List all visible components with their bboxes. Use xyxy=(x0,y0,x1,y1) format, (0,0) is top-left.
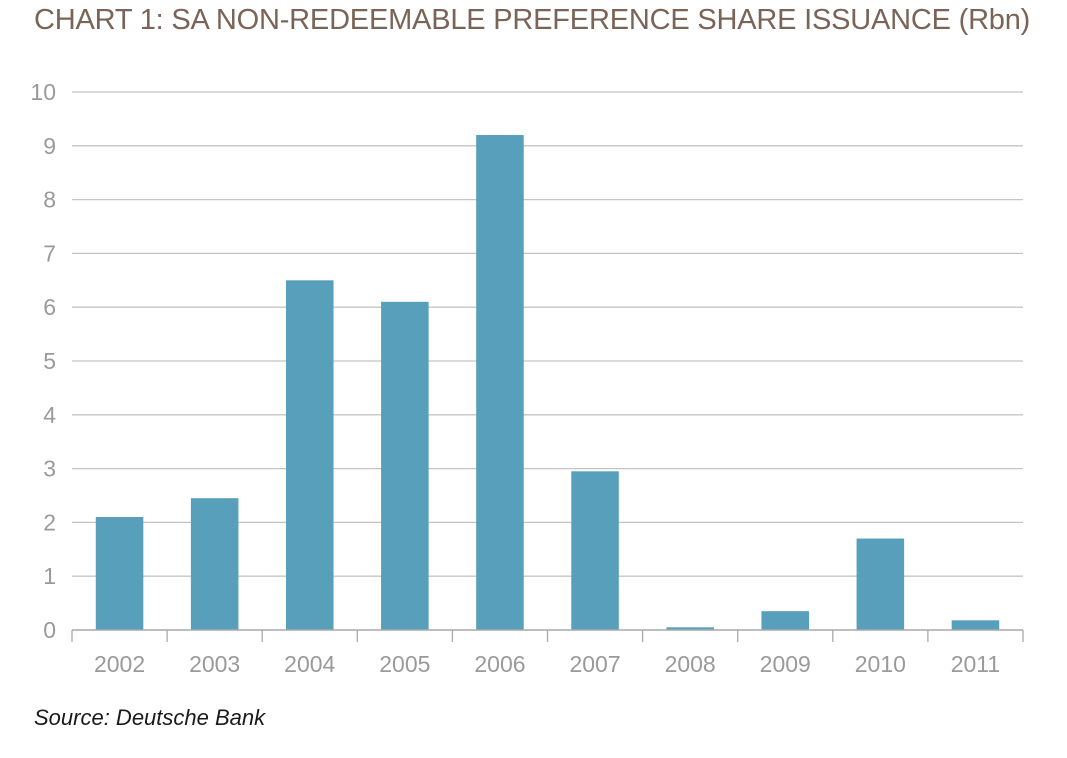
bar-2004 xyxy=(285,280,334,630)
y-tick-label: 1 xyxy=(43,563,56,589)
bar-2005 xyxy=(381,301,429,630)
x-tick-label: 2011 xyxy=(951,651,1000,677)
bar-2011 xyxy=(951,620,1000,630)
bar-2007 xyxy=(571,471,619,630)
bar-2003 xyxy=(190,498,239,630)
y-axis-tick-labels: 0 1 2 3 4 5 6 7 8 9 10 xyxy=(30,79,56,643)
y-tick-label: 5 xyxy=(43,348,56,374)
bars xyxy=(95,135,1000,631)
y-tick-label: 9 xyxy=(43,133,56,159)
bar-2008 xyxy=(666,627,714,630)
x-tick-label: 2010 xyxy=(855,651,906,677)
y-tick-label: 10 xyxy=(30,79,56,105)
x-tick-label: 2002 xyxy=(94,651,145,677)
y-tick-label: 7 xyxy=(43,240,56,266)
bar-2006 xyxy=(476,135,524,631)
y-tick-label: 4 xyxy=(43,402,56,428)
x-tick-label: 2007 xyxy=(569,651,620,677)
x-tick-label: 2008 xyxy=(665,651,716,677)
bar-2002 xyxy=(95,517,144,630)
y-tick-label: 8 xyxy=(43,187,56,213)
y-tick-label: 0 xyxy=(43,617,56,643)
x-tick-label: 2004 xyxy=(284,651,335,677)
y-tick-label: 3 xyxy=(43,456,56,482)
gridlines xyxy=(72,91,1023,577)
x-axis-tick-labels: 2002 2003 2004 2005 2006 2007 2008 2009 2010 2011 xyxy=(94,651,1000,677)
source-note: Source: Deutsche Bank xyxy=(34,705,266,730)
chart-title: CHART 1: SA NON-REDEEMABLE PREFERENCE SH… xyxy=(34,4,1031,36)
bar-2010 xyxy=(856,538,905,630)
y-tick-label: 6 xyxy=(43,294,56,320)
x-tick-label: 2003 xyxy=(189,651,240,677)
x-axis xyxy=(71,629,1024,642)
y-tick-label: 2 xyxy=(43,509,56,535)
x-tick-label: 2005 xyxy=(379,651,430,677)
x-tick-label: 2009 xyxy=(760,651,811,677)
x-tick-label: 2006 xyxy=(474,651,525,677)
bar-2009 xyxy=(761,611,810,630)
